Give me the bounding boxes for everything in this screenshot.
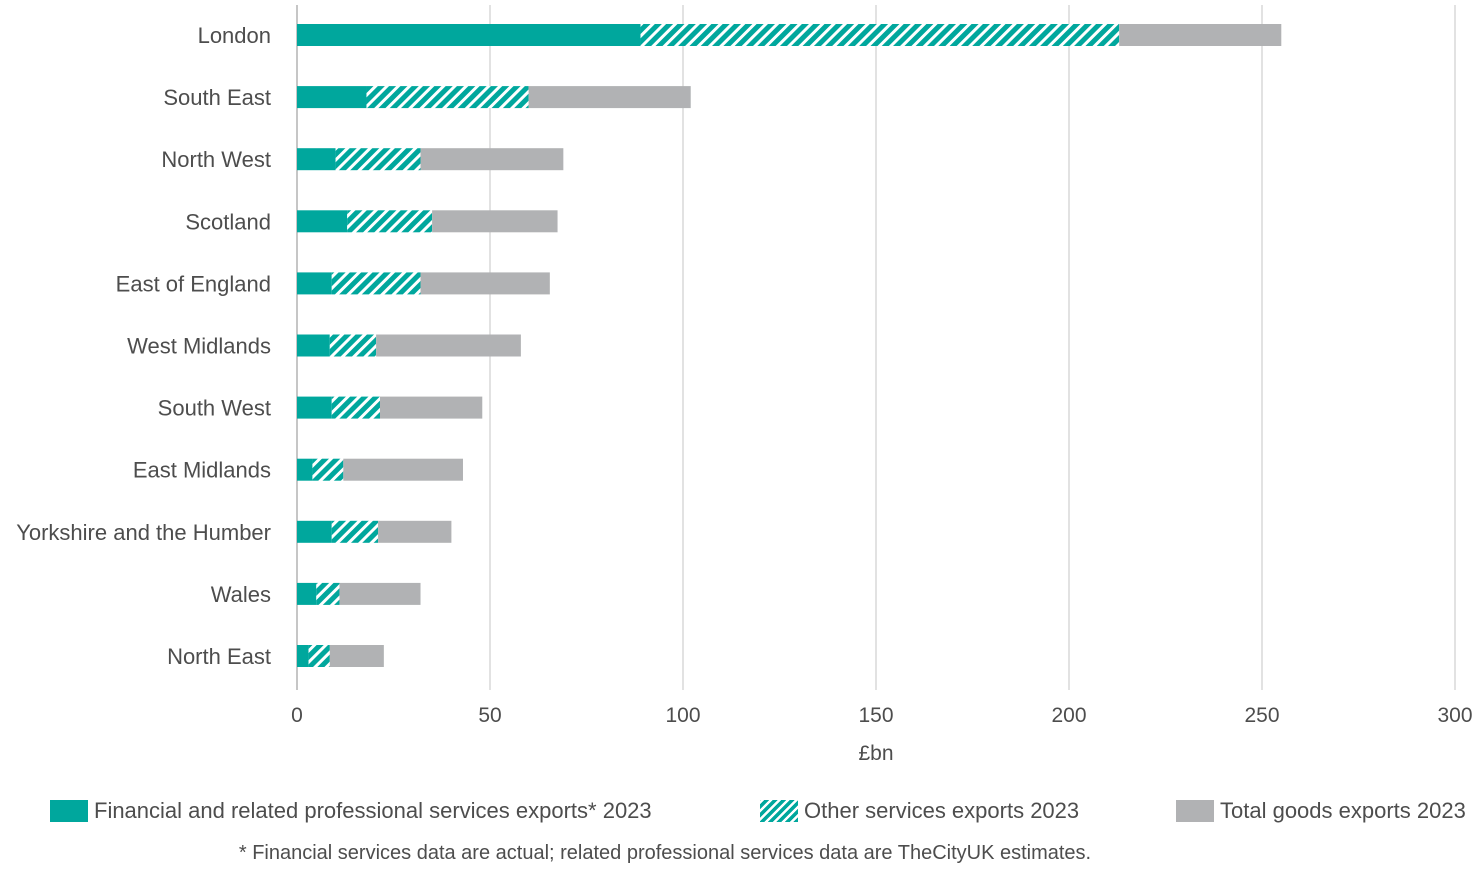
bar-1-series-2 bbox=[528, 86, 691, 109]
category-label-0: London bbox=[198, 23, 271, 48]
x-tick-label-50: 50 bbox=[478, 704, 501, 727]
legend-item-goods: Total goods exports 2023 bbox=[1176, 798, 1466, 824]
x-tick-label-300: 300 bbox=[1437, 704, 1472, 727]
bar-4-series-2 bbox=[420, 272, 550, 295]
bar-5-series-0 bbox=[297, 334, 330, 357]
gridlines bbox=[296, 5, 1456, 690]
category-label-1: South East bbox=[163, 85, 271, 110]
bar-2-series-2 bbox=[420, 148, 564, 171]
bar-10-series-0 bbox=[297, 645, 309, 667]
x-tick-label-0: 0 bbox=[291, 704, 303, 727]
bar-10-series-2 bbox=[329, 645, 384, 667]
legend-item-other-services: Other services exports 2023 bbox=[760, 798, 1079, 824]
legend-label-financial: Financial and related professional servi… bbox=[94, 798, 652, 823]
category-label-4: East of England bbox=[116, 271, 271, 296]
bar-3-series-0 bbox=[297, 210, 348, 233]
bar-4-series-0 bbox=[297, 272, 332, 295]
bar-3-series-1 bbox=[347, 210, 433, 233]
bar-8-series-2 bbox=[378, 520, 452, 543]
bar-7-series-0 bbox=[297, 458, 313, 481]
bar-3-series-2 bbox=[432, 210, 558, 233]
x-tick-label-100: 100 bbox=[665, 704, 700, 727]
category-label-3: Scotland bbox=[185, 209, 271, 234]
bar-4-series-1 bbox=[331, 272, 421, 295]
bar-1-series-1 bbox=[366, 86, 529, 109]
category-label-8: Yorkshire and the Humber bbox=[16, 520, 271, 545]
legend-label-other-services: Other services exports 2023 bbox=[804, 798, 1080, 823]
bar-5-series-2 bbox=[376, 334, 521, 357]
category-labels: London South East North West Scotland East o… bbox=[16, 23, 271, 669]
x-axis-label: £bn bbox=[858, 742, 893, 765]
bar-7-series-1 bbox=[312, 458, 344, 481]
bar-6-series-1 bbox=[331, 396, 380, 419]
category-label-10: North East bbox=[167, 644, 271, 669]
bar-7-series-2 bbox=[343, 458, 463, 481]
category-label-7: East Midlands bbox=[133, 458, 271, 483]
bar-8-series-0 bbox=[297, 520, 332, 543]
chart: London South East North West Scotland East o… bbox=[16, 5, 1473, 765]
category-label-5: West Midlands bbox=[127, 334, 271, 359]
bar-10-series-1 bbox=[308, 645, 330, 667]
x-tick-label-200: 200 bbox=[1051, 704, 1086, 727]
bar-9-series-0 bbox=[297, 582, 317, 605]
x-ticks: 0 50 100 150 200 250 300 bbox=[291, 704, 1472, 727]
bar-8-series-1 bbox=[331, 520, 379, 543]
bar-0-series-0 bbox=[297, 24, 641, 46]
x-tick-label-250: 250 bbox=[1244, 704, 1279, 727]
bars bbox=[297, 24, 1282, 667]
footnote: * Financial services data are actual; re… bbox=[238, 842, 1092, 864]
legend-swatch-financial bbox=[50, 800, 88, 822]
legend-swatch-other-services bbox=[760, 800, 798, 822]
bar-5-series-1 bbox=[329, 334, 377, 357]
bar-1-series-0 bbox=[297, 86, 367, 109]
bar-9-series-1 bbox=[316, 582, 340, 605]
bar-2-series-1 bbox=[335, 148, 421, 171]
legend-swatch-goods bbox=[1176, 800, 1214, 822]
bar-0-series-1 bbox=[640, 24, 1120, 46]
bar-6-series-0 bbox=[297, 396, 332, 419]
bar-0-series-2 bbox=[1119, 24, 1282, 46]
bar-9-series-2 bbox=[339, 582, 421, 605]
x-tick-label-150: 150 bbox=[858, 704, 893, 727]
legend: Financial and related professional servi… bbox=[0, 798, 1483, 828]
legend-item-financial: Financial and related professional servi… bbox=[50, 798, 652, 824]
legend-label-goods: Total goods exports 2023 bbox=[1220, 798, 1466, 823]
category-label-9: Wales bbox=[211, 582, 271, 607]
category-label-2: North West bbox=[161, 147, 271, 172]
bar-2-series-0 bbox=[297, 148, 336, 171]
category-label-6: South West bbox=[158, 396, 271, 421]
bar-6-series-2 bbox=[379, 396, 483, 419]
